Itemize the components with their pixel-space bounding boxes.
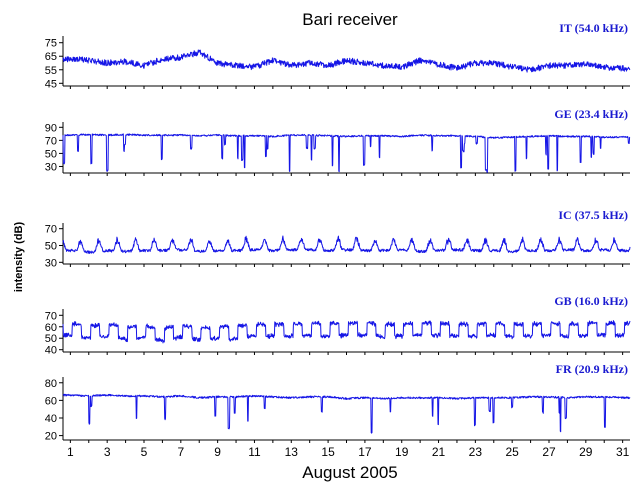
y-tick-label: 20 [45, 431, 57, 443]
y-tick-label: 30 [45, 161, 57, 173]
x-tick-label: 3 [104, 445, 111, 459]
x-tick-label: 31 [616, 445, 630, 459]
y-tick-label: 40 [45, 413, 57, 425]
x-tick-label: 29 [579, 445, 593, 459]
x-tick-label: 15 [321, 445, 335, 459]
y-tick-label: 60 [45, 395, 57, 407]
y-tick-label: 65 [45, 51, 57, 63]
y-tick-label: 80 [45, 378, 57, 390]
x-tick-label: 13 [285, 445, 299, 459]
y-tick-label: 45 [45, 78, 57, 90]
series-line [62, 393, 631, 434]
x-tick-label: 7 [177, 445, 184, 459]
x-tick-label: 5 [141, 445, 148, 459]
y-tick-label: 60 [45, 322, 57, 334]
y-tick-label: 50 [45, 333, 57, 345]
series-label: GE (23.4 kHz) [554, 107, 628, 121]
series-line [62, 320, 631, 344]
series-line [62, 235, 631, 254]
x-tick-label: 1 [67, 445, 74, 459]
y-tick-label: 30 [45, 257, 57, 269]
x-tick-label: 21 [432, 445, 446, 459]
x-tick-label: 19 [395, 445, 409, 459]
x-tick-label: 9 [214, 445, 221, 459]
series-label: IC (37.5 kHz) [558, 208, 628, 222]
series-line [62, 133, 631, 173]
y-tick-label: 70 [45, 224, 57, 236]
panel-3: 30 50 70 IC (37.5 kHz) [45, 208, 631, 269]
x-tick-label: 11 [248, 445, 261, 459]
y-tick-label: 70 [45, 135, 57, 147]
series-label: GB (16.0 kHz) [554, 294, 628, 308]
series-label: IT (54.0 kHz) [559, 21, 628, 35]
x-tick-label: 23 [469, 445, 483, 459]
y-tick-label: 70 [45, 310, 57, 322]
series-line [62, 49, 631, 73]
x-tick-label: 25 [506, 445, 520, 459]
series-label: FR (20.9 kHz) [556, 362, 628, 376]
chart-title: Bari receiver [302, 10, 398, 29]
y-tick-label: 50 [45, 148, 57, 160]
y-tick-label: 55 [45, 65, 57, 77]
y-axis-label: intensity (dB) [13, 222, 25, 293]
y-tick-label: 75 [45, 38, 57, 50]
x-tick-label: 27 [542, 445, 556, 459]
panel-5: 20 40 60 80 FR (20.9 kHz) [45, 362, 631, 443]
y-tick-label: 90 [45, 122, 57, 134]
y-tick-label: 40 [45, 345, 57, 357]
x-tick-label: 17 [358, 445, 372, 459]
y-tick-label: 50 [45, 241, 57, 253]
x-axis-label: August 2005 [302, 463, 397, 482]
